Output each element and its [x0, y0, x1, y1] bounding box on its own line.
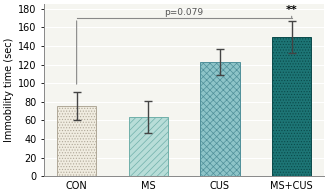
Bar: [57, 105, 96, 176]
Text: p=0.079: p=0.079: [165, 8, 204, 17]
Bar: [129, 117, 168, 176]
Y-axis label: Immobility time (sec): Immobility time (sec): [4, 38, 14, 142]
Bar: [272, 37, 311, 176]
Text: **: **: [286, 5, 297, 15]
Bar: [200, 62, 240, 176]
